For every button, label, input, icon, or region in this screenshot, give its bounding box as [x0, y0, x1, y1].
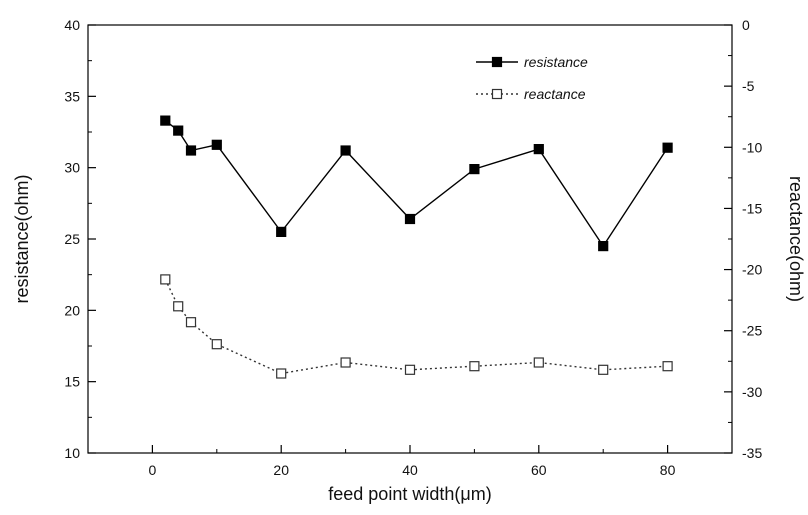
resistance-point	[211, 139, 222, 150]
reactance-point	[173, 301, 184, 312]
reactance-point	[404, 364, 416, 375]
left-tick-label: 10	[64, 445, 80, 461]
reactance-point	[276, 368, 287, 379]
x-tick-label: 0	[149, 462, 157, 478]
resistance-point	[340, 145, 351, 156]
reactance-point	[160, 274, 171, 285]
reactance-point	[469, 361, 480, 372]
right-tick-label: -10	[742, 139, 762, 155]
resistance-line	[164, 120, 669, 248]
left-tick-label: 25	[64, 231, 80, 247]
reactance-point	[662, 361, 673, 372]
legend-resistance-label: resistance	[524, 54, 588, 70]
left-axis-ticks: 10 15 20 25 30 35 40	[64, 17, 96, 461]
resistance-point	[469, 164, 480, 175]
resistance-point	[276, 226, 287, 237]
left-axis-title: resistance(ohm)	[12, 174, 32, 303]
reactance-line	[164, 279, 668, 375]
right-axis-title: reactance(ohm)	[786, 176, 806, 302]
legend-resistance-marker	[491, 56, 503, 68]
right-tick-label: -5	[742, 78, 755, 94]
resistance-point	[404, 213, 416, 225]
left-tick-label: 40	[64, 17, 80, 33]
legend-reactance-marker	[491, 88, 503, 100]
reactance-point	[211, 339, 222, 350]
resistance-point	[662, 142, 673, 153]
left-tick-label: 20	[64, 302, 80, 318]
right-tick-label: 0	[742, 17, 750, 33]
right-axis-ticks: -35 -30 -25 -20 -15 -10 -5 0	[724, 17, 762, 461]
right-tick-label: -35	[742, 445, 762, 461]
resistance-point	[533, 144, 544, 155]
reactance-point	[185, 317, 197, 328]
right-tick-label: -30	[742, 384, 762, 400]
reactance-point	[598, 364, 609, 375]
right-tick-label: -20	[742, 262, 762, 278]
series-layer	[160, 115, 673, 379]
left-tick-label: 30	[64, 160, 80, 176]
left-tick-label: 35	[64, 88, 80, 104]
right-tick-label: -15	[742, 200, 762, 216]
resistance-point	[173, 125, 184, 136]
reactance-point	[533, 357, 544, 368]
legend-reactance-label: reactance	[524, 86, 586, 102]
left-tick-label: 15	[64, 374, 80, 390]
x-axis-ticks: 0 20 40 60 80	[87, 445, 733, 478]
resistance-point	[598, 241, 609, 252]
x-tick-label: 60	[531, 462, 547, 478]
x-tick-label: 40	[402, 462, 418, 478]
x-tick-label: 20	[273, 462, 289, 478]
resistance-point	[185, 145, 197, 156]
plot-frame	[87, 24, 733, 454]
x-axis-title: feed point width(μm)	[328, 484, 491, 504]
legend: resistance reactance	[476, 54, 588, 102]
reactance-point	[340, 357, 351, 368]
right-tick-label: -25	[742, 323, 762, 339]
x-tick-label: 80	[660, 462, 676, 478]
resistance-point	[160, 115, 171, 126]
